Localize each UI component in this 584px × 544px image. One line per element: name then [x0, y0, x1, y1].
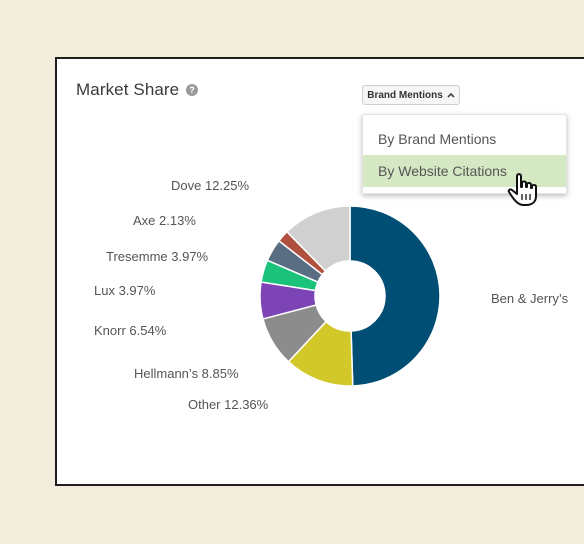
label-hellmanns: Hellmann’s 8.85%	[134, 366, 239, 381]
chevron-up-icon	[447, 92, 455, 98]
dropdown-menu: By Brand Mentions By Website Citations	[362, 114, 567, 194]
label-lux: Lux 3.97%	[94, 283, 156, 298]
menu-item-brand-mentions[interactable]: By Brand Mentions	[378, 131, 497, 147]
label-tresemme: Tresemme 3.97%	[106, 249, 209, 264]
pie-slice-dove[interactable]	[285, 205, 351, 273]
market-share-card: Market Share ? Brand Mentions By Brand M…	[55, 57, 584, 486]
pie-slice-ben-jerry-s[interactable]	[349, 205, 441, 387]
hand-pointer-icon	[507, 173, 537, 206]
label-knorr: Knorr 6.54%	[94, 323, 167, 338]
label-dove: Dove 12.25%	[171, 178, 250, 193]
donut-chart	[259, 205, 441, 387]
menu-item-website-citations[interactable]: By Website Citations	[363, 155, 566, 187]
brand-mentions-dropdown-button[interactable]: Brand Mentions	[362, 85, 460, 105]
label-ben-jerrys: Ben & Jerry’s	[491, 291, 569, 306]
help-icon[interactable]: ?	[186, 84, 198, 96]
label-axe: Axe 2.13%	[133, 213, 196, 228]
card-title: Market Share	[76, 80, 180, 99]
dropdown-label: Brand Mentions	[367, 89, 443, 101]
label-other: Other 12.36%	[188, 397, 269, 412]
